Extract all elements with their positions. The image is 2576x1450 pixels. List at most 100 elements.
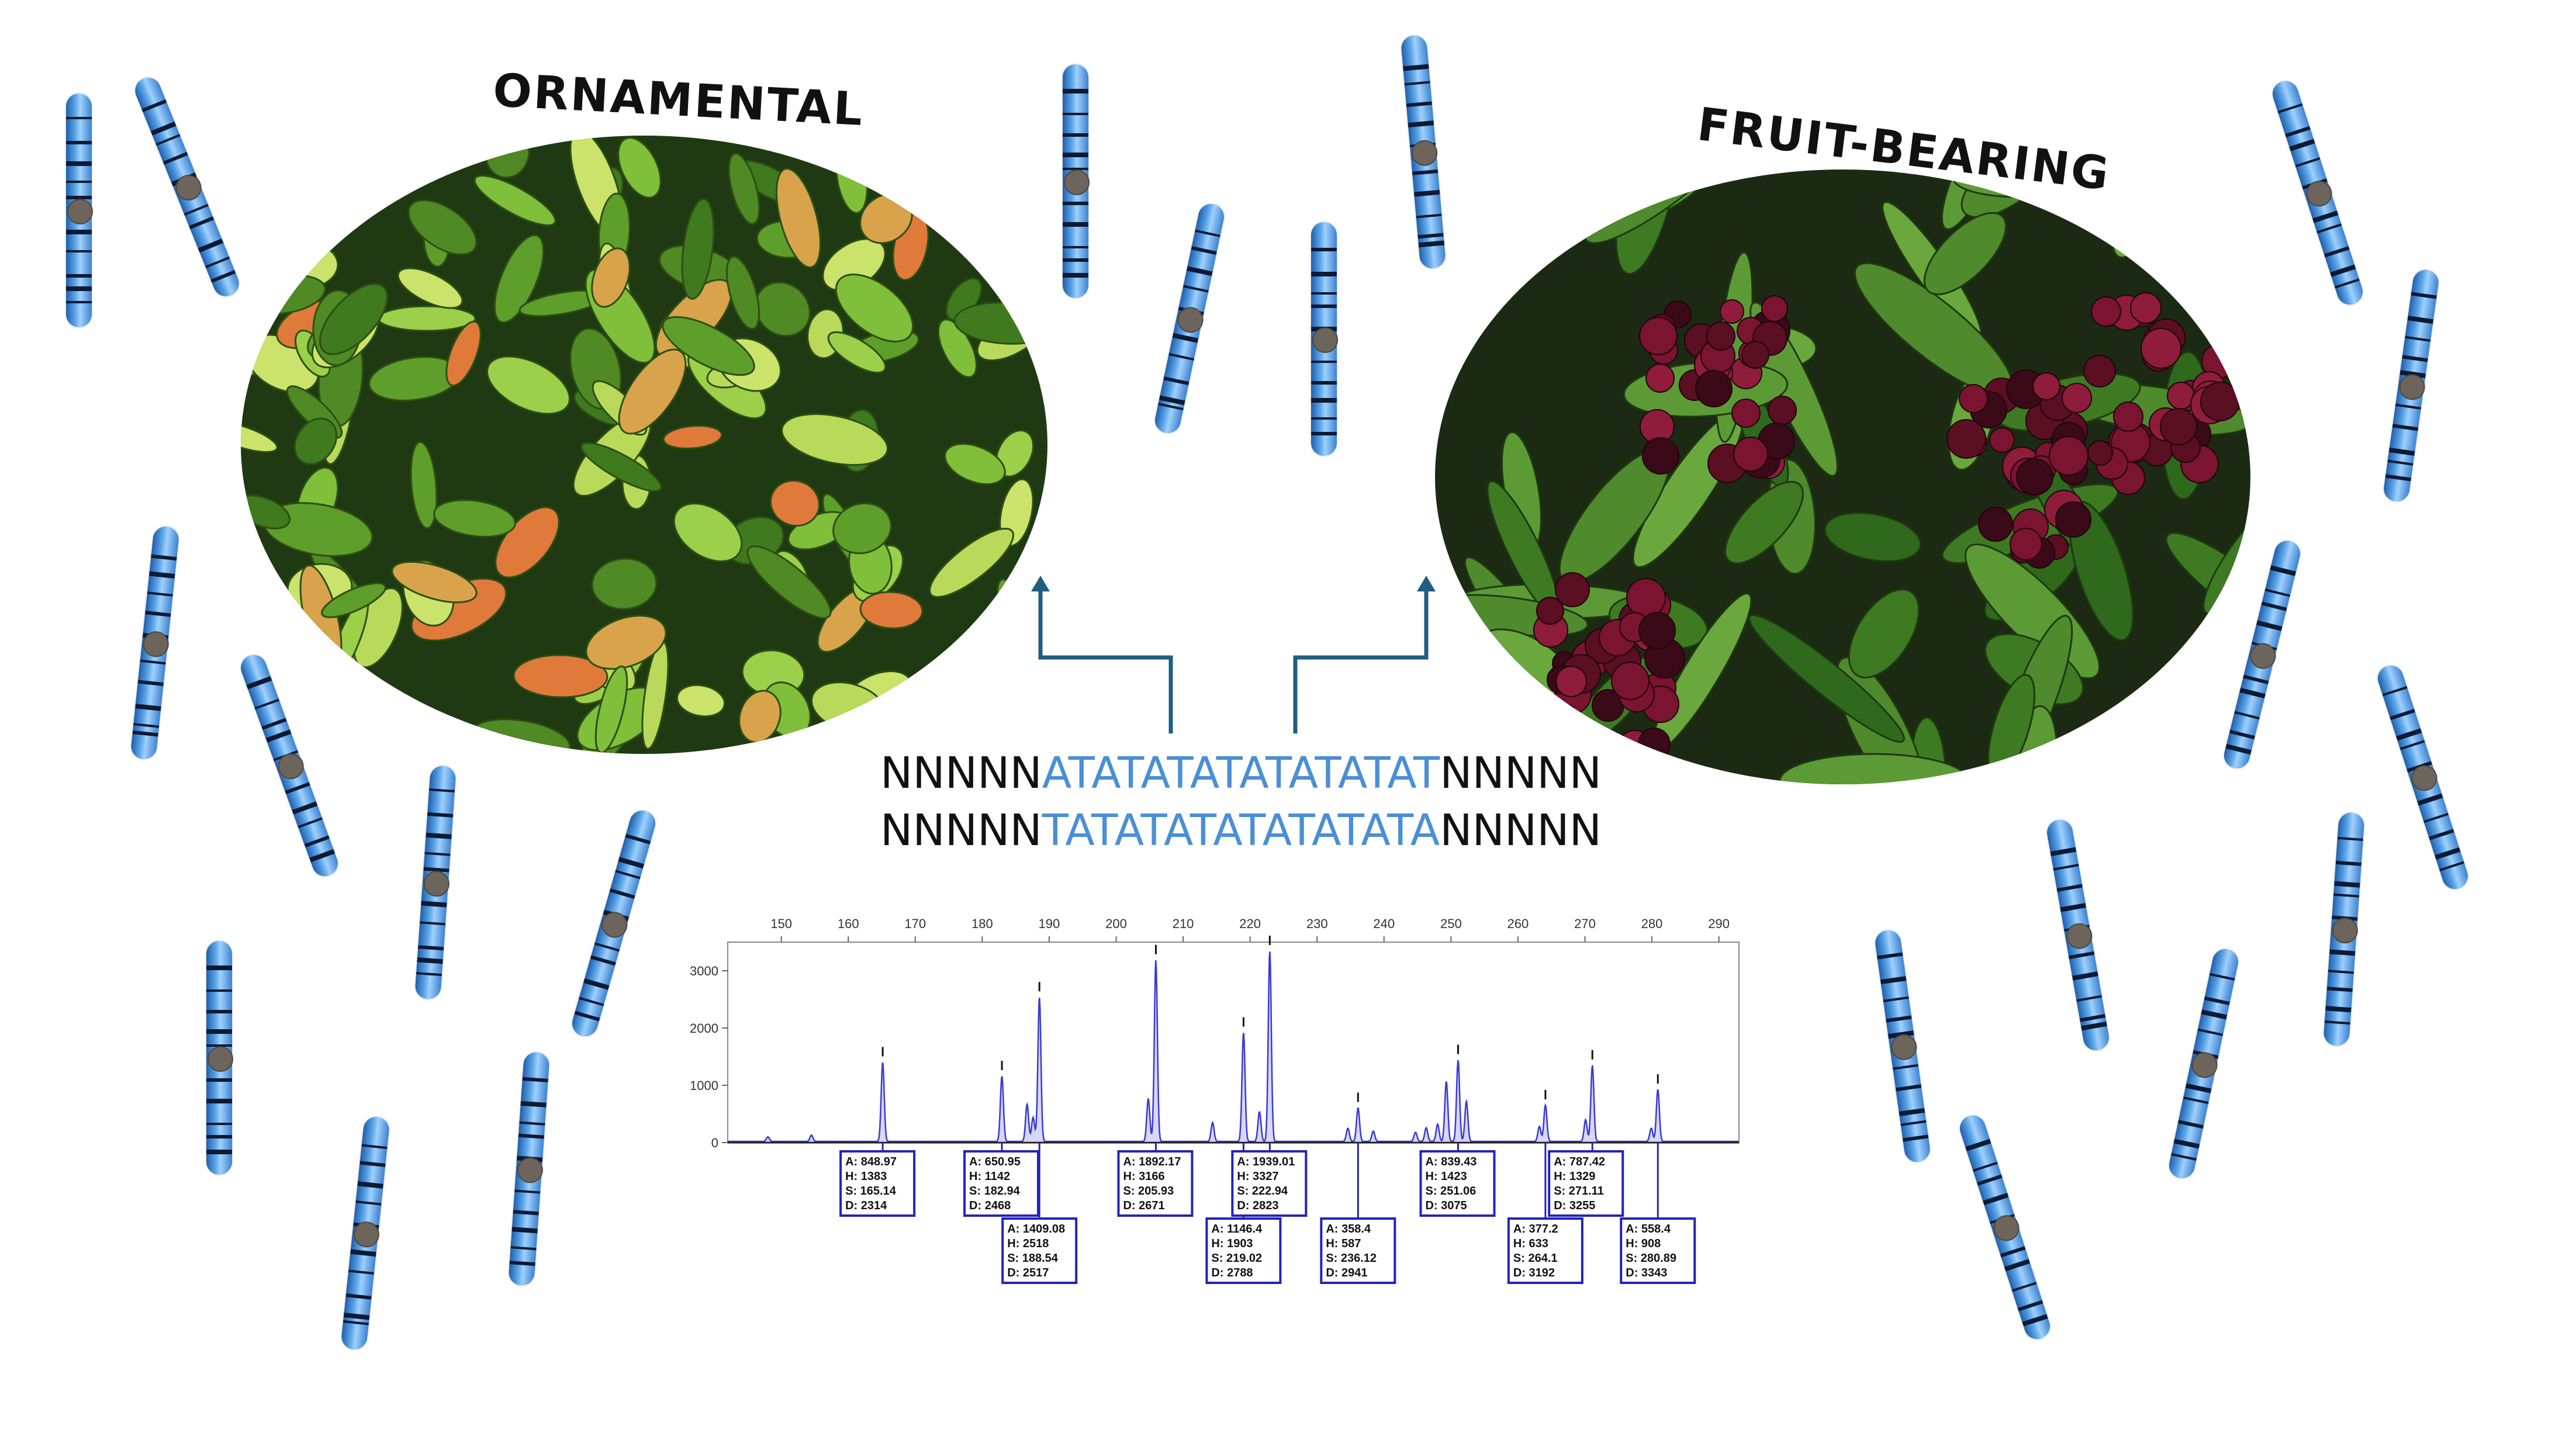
electropherogram-axes: 150 160 170 180 190 200 210 220 230 240 250 260 270 2… <box>690 916 1740 1150</box>
flank-left-1: NNNNN <box>880 748 1042 798</box>
flank-right-1: NNNNN <box>1440 748 1602 798</box>
peak-label-text: D: 2941 <box>1326 1266 1367 1279</box>
x-tick-label: 270 <box>1574 916 1596 931</box>
peak-label-text: H: 1383 <box>845 1170 887 1183</box>
peak-annotation: A: 787.42 H: 1329 S: 271.11D: 3255 <box>1548 1050 1624 1217</box>
peak-label-text: S: 236.12 <box>1326 1252 1377 1265</box>
peak-label-text: D: 3255 <box>1554 1199 1595 1212</box>
peak-label-box <box>1117 1150 1194 1217</box>
peak-label-text: D: 3192 <box>1513 1266 1555 1279</box>
y-tick-label: 1000 <box>690 1078 718 1093</box>
peak-label-text: D: 2823 <box>1237 1199 1278 1212</box>
arrow-head-right <box>1417 576 1436 591</box>
sequence-line-1: NNNNNATATATATATATATATNNNNN <box>880 748 1602 798</box>
arrow-head-left <box>1031 576 1050 591</box>
peak-label-text: H: 3327 <box>1237 1170 1278 1183</box>
peak-label-text: A: 839.43 <box>1425 1155 1477 1168</box>
sequence-line-2: NNNNNTATATATATATATATANNNNN <box>880 805 1602 856</box>
peak-label-text: A: 558.4 <box>1626 1223 1671 1236</box>
x-tick-label: 240 <box>1373 916 1395 931</box>
x-tick-label: 180 <box>971 916 993 931</box>
peak-label-text: S: 219.02 <box>1211 1252 1262 1265</box>
x-tick-label: 220 <box>1239 916 1261 931</box>
peak-label-text: S: 264.1 <box>1513 1252 1558 1265</box>
peak-label-text: H: 1142 <box>969 1170 1010 1183</box>
x-tick-label: 160 <box>838 916 859 931</box>
peak-label-text: D: 2788 <box>1211 1266 1253 1279</box>
peak-label-text: A: 1892.17 <box>1123 1155 1181 1168</box>
y-tick-label: 0 <box>711 1136 718 1150</box>
x-tick-label: 210 <box>1173 916 1194 931</box>
peak-label-text: D: 2468 <box>969 1199 1011 1212</box>
flank-left-2: NNNNN <box>880 805 1042 856</box>
peak-annotation: A: 848.97 H: 1383 S: 165.14D: 2314 <box>839 1047 916 1217</box>
peak-label-text: H: 587 <box>1326 1237 1361 1250</box>
peak-label-text: H: 633 <box>1513 1237 1548 1250</box>
x-tick-label: 150 <box>770 916 792 931</box>
arrow-to-fruit-bearing <box>1293 587 1429 733</box>
repeat-motif-2: TATATATATATATATA <box>1042 805 1440 856</box>
peak-label-text: S: 271.11 <box>1554 1185 1604 1198</box>
trace-fill <box>728 951 1739 1141</box>
peak-label-text: H: 1329 <box>1554 1170 1595 1183</box>
y-tick-label: 3000 <box>690 964 718 978</box>
peak-label-text: D: 2517 <box>1007 1266 1049 1279</box>
x-tick-label: 190 <box>1039 916 1060 931</box>
peak-label-text: D: 2671 <box>1123 1199 1164 1212</box>
flank-right-2: NNNNN <box>1440 805 1602 856</box>
peak-label-text: S: 251.06 <box>1425 1185 1476 1198</box>
peak-annotation: A: 377.2H: 633 S: 264.1D: 3192 <box>1507 1089 1583 1284</box>
trace-line <box>728 951 1739 1143</box>
peak-label-text: S: 182.94 <box>969 1185 1021 1198</box>
electropherogram-trace <box>728 951 1739 1144</box>
peak-label-text: S: 222.94 <box>1237 1185 1288 1198</box>
peak-annotation: A: 1939.01 H: 3327 S: 222.94D: 2823 <box>1231 935 1308 1217</box>
peak-label-box <box>1205 1217 1282 1284</box>
peak-label-text: A: 377.2 <box>1513 1223 1558 1236</box>
x-tick-label: 250 <box>1440 916 1462 931</box>
peak-annotation: A: 839.43 H: 1423 S: 251.06D: 3075 <box>1419 1044 1496 1217</box>
peak-label-text: S: 188.54 <box>1007 1252 1059 1265</box>
peak-annotation: A: 1409.08H: 2518 S: 188.54D: 2517 <box>1001 982 1078 1284</box>
peak-label-text: S: 280.89 <box>1626 1252 1676 1265</box>
peak-label-text: D: 3343 <box>1626 1266 1667 1279</box>
x-tick-label: 290 <box>1708 916 1730 931</box>
repeat-motif-1: ATATATATATATATAT <box>1042 748 1440 798</box>
peak-annotation: A: 650.95 H: 1142 S: 182.94D: 2468 <box>963 1061 1040 1217</box>
peak-annotation: A: 1892.17 H: 3166 S: 205.93D: 2671 <box>1117 944 1194 1217</box>
peak-label-text: A: 358.4 <box>1326 1223 1371 1236</box>
peak-label-text: A: 1146.4 <box>1211 1223 1263 1236</box>
peak-label-box <box>839 1150 916 1217</box>
peak-label-box <box>1548 1150 1624 1217</box>
peak-label-text: H: 3166 <box>1123 1170 1164 1183</box>
peak-label-text: D: 2314 <box>845 1199 887 1212</box>
peak-label-box <box>1231 1150 1308 1217</box>
peak-label-text: A: 1409.08 <box>1007 1223 1065 1236</box>
x-tick-label: 280 <box>1641 916 1663 931</box>
x-tick-label: 170 <box>904 916 926 931</box>
peak-label-text: A: 787.42 <box>1554 1155 1605 1168</box>
peak-label-text: H: 908 <box>1626 1237 1661 1250</box>
peak-label-text: A: 1939.01 <box>1237 1155 1295 1168</box>
x-tick-label: 230 <box>1306 916 1328 931</box>
peak-annotation: A: 1146.4H: 1903 S: 219.02D: 2788 <box>1205 1017 1282 1284</box>
peak-annotation: A: 358.4H: 587 S: 236.12D: 2941 <box>1320 1092 1396 1284</box>
peak-label-box <box>1001 1217 1078 1284</box>
peak-label-text: A: 848.97 <box>845 1155 897 1168</box>
peak-label-box <box>1419 1150 1496 1217</box>
peak-label-text: S: 205.93 <box>1123 1185 1174 1198</box>
peak-label-text: H: 2518 <box>1007 1237 1049 1250</box>
x-tick-label: 200 <box>1105 916 1127 931</box>
peak-label-box <box>1320 1217 1396 1284</box>
peak-label-text: D: 3075 <box>1425 1199 1467 1212</box>
peak-label-box <box>963 1150 1040 1217</box>
peak-label-box <box>1507 1217 1583 1284</box>
peak-label-text: H: 1423 <box>1425 1170 1467 1183</box>
peak-label-text: S: 165.14 <box>845 1185 897 1198</box>
peak-label-text: H: 1903 <box>1211 1237 1253 1250</box>
peak-label-text: A: 650.95 <box>969 1155 1021 1168</box>
x-tick-label: 260 <box>1507 916 1529 931</box>
plot-frame <box>727 942 1740 1143</box>
